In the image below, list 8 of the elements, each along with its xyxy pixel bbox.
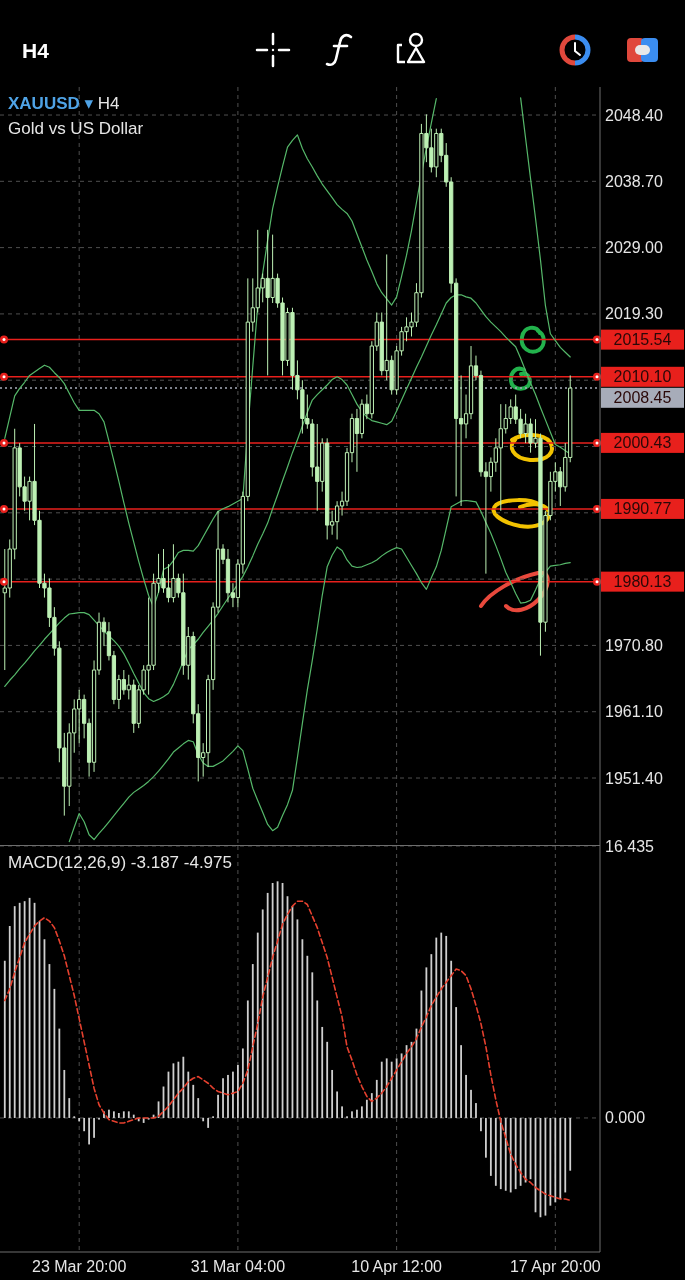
y-tick-label: 0.000	[605, 1109, 646, 1127]
x-tick-label: 10 Apr 12:00	[351, 1257, 443, 1275]
x-tick-label: 31 Mar 04:00	[190, 1257, 286, 1275]
x-tick-label: 23 Mar 20:00	[32, 1257, 127, 1275]
chart-title: MACD(12,26,9) -3.187 -4.975	[8, 853, 232, 872]
line-series	[3, 900, 572, 1202]
y-tick-label: 16.435	[605, 837, 655, 855]
x-tick-label: 17 Apr 20:00	[509, 1257, 601, 1275]
